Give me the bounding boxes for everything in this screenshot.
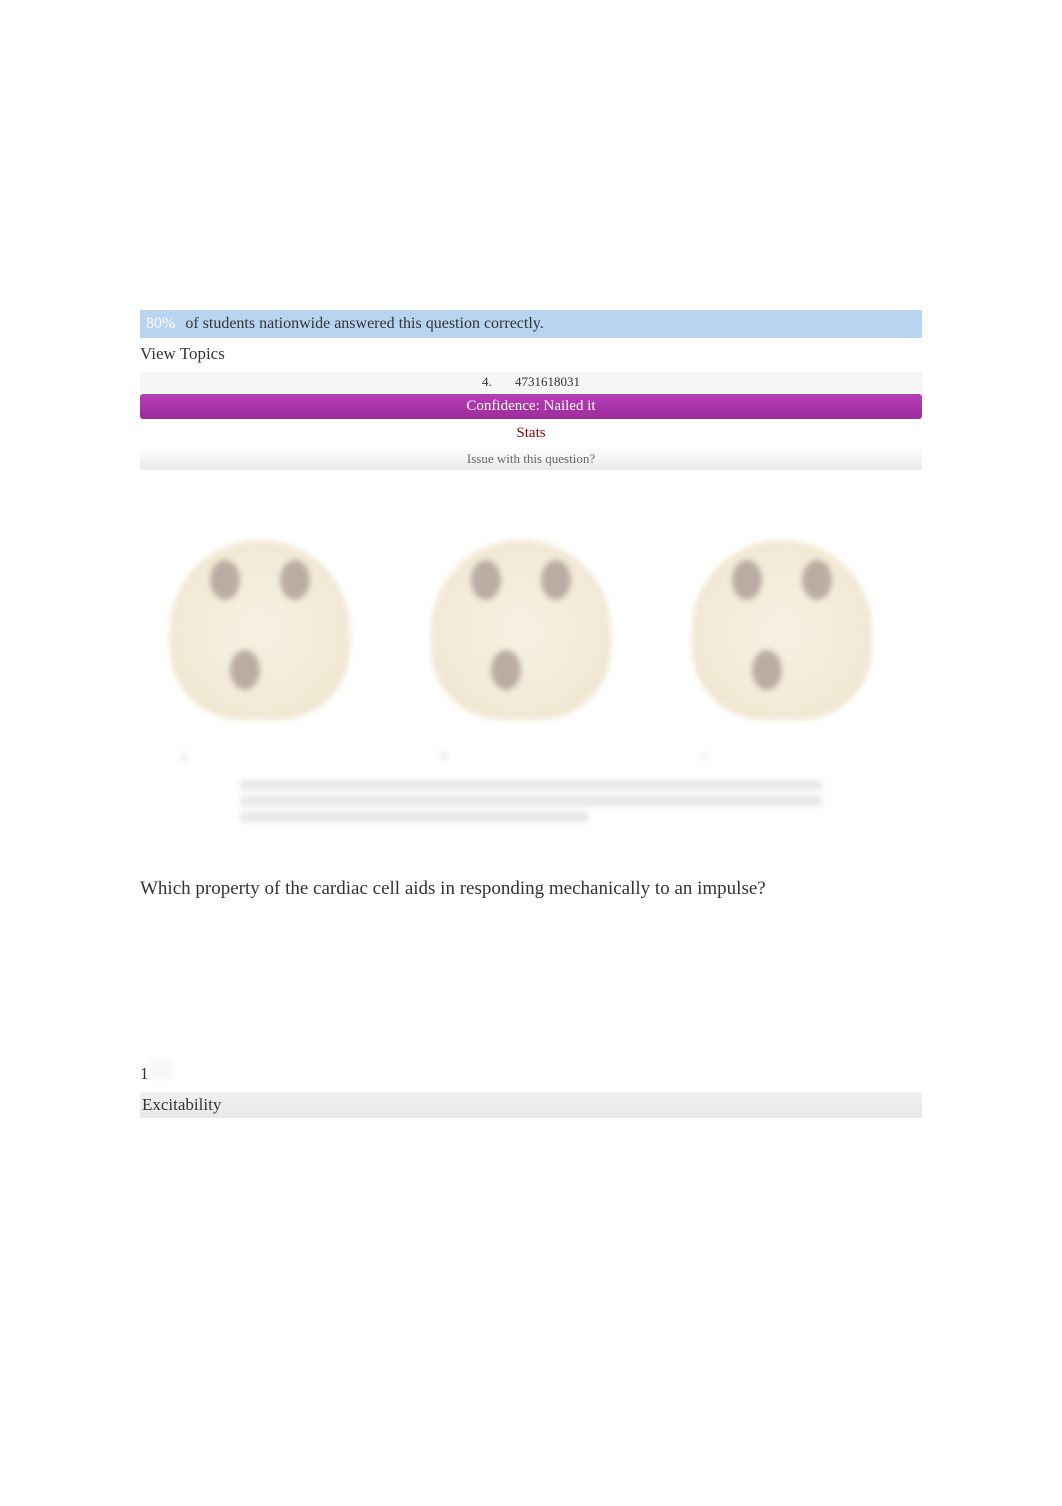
answer-option[interactable]: Excitability <box>140 1092 922 1118</box>
question-id: 4731618031 <box>515 374 580 389</box>
question-id-row: 4. 4731618031 <box>140 372 922 392</box>
percentage-value: 80% <box>140 313 181 335</box>
stats-bar: 80% of students nationwide answered this… <box>140 310 922 338</box>
confidence-indicator: Confidence: Nailed it <box>140 394 922 419</box>
anatomy-diagram: a b c <box>140 520 922 860</box>
confidence-label: Confidence: Nailed it <box>466 398 595 414</box>
view-topics-link[interactable]: View Topics <box>140 338 922 370</box>
question-number: 4. <box>482 374 492 389</box>
report-issue-link[interactable]: Issue with this question? <box>140 448 922 470</box>
stats-link[interactable]: Stats <box>140 421 922 446</box>
answer-number: 1 <box>140 1064 922 1084</box>
stats-description: of students nationwide answered this que… <box>185 315 543 333</box>
question-text: Which property of the cardiac cell aids … <box>140 875 922 904</box>
